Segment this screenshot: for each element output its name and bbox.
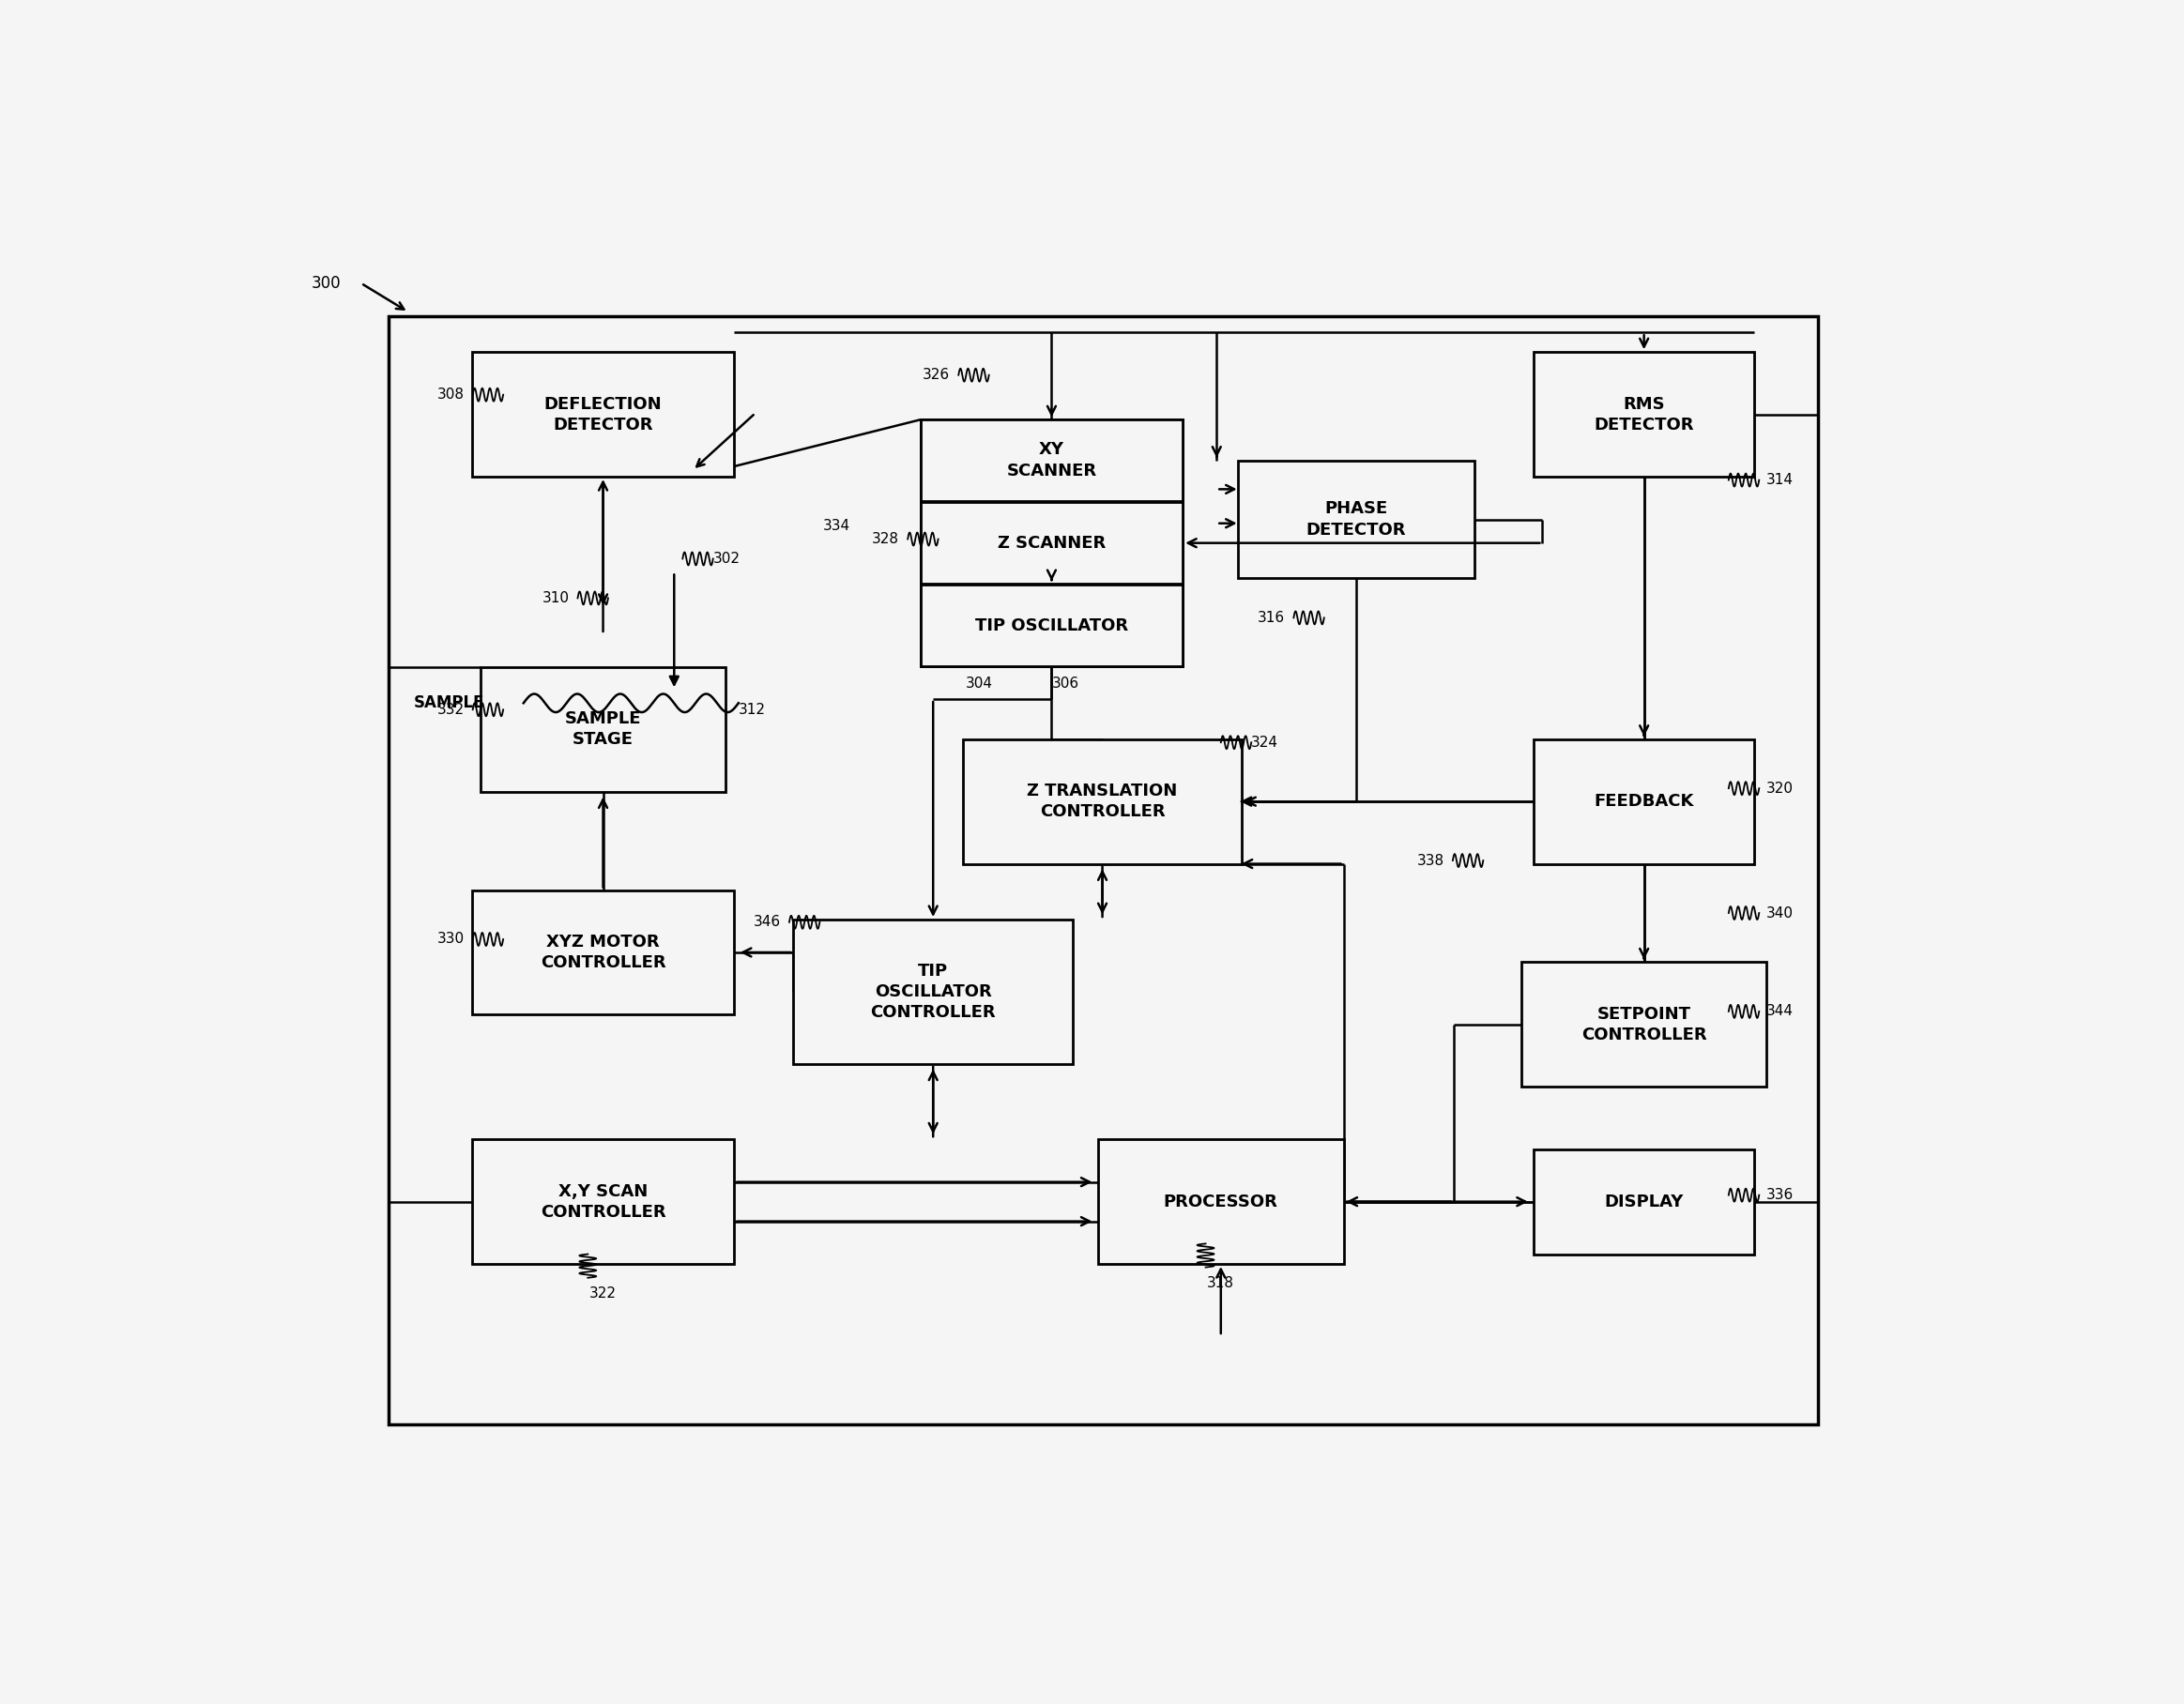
- Text: 328: 328: [871, 532, 900, 545]
- Text: 318: 318: [1208, 1276, 1234, 1290]
- FancyBboxPatch shape: [1099, 1140, 1343, 1264]
- FancyBboxPatch shape: [919, 419, 1184, 666]
- Text: 334: 334: [823, 520, 850, 533]
- Text: 300: 300: [310, 274, 341, 291]
- Text: RMS
DETECTOR: RMS DETECTOR: [1594, 395, 1695, 433]
- Text: 322: 322: [590, 1287, 616, 1300]
- Text: Z TRANSLATION
CONTROLLER: Z TRANSLATION CONTROLLER: [1026, 782, 1177, 820]
- Text: 330: 330: [437, 932, 465, 946]
- Text: 314: 314: [1767, 474, 1793, 487]
- Text: 308: 308: [437, 389, 465, 402]
- Text: SETPOINT
CONTROLLER: SETPOINT CONTROLLER: [1581, 1005, 1706, 1043]
- FancyBboxPatch shape: [1522, 963, 1767, 1087]
- Text: 320: 320: [1767, 782, 1793, 796]
- Text: 302: 302: [714, 552, 740, 566]
- FancyBboxPatch shape: [793, 920, 1072, 1063]
- Text: TIP
OSCILLATOR
CONTROLLER: TIP OSCILLATOR CONTROLLER: [871, 963, 996, 1021]
- Text: SAMPLE: SAMPLE: [413, 695, 485, 712]
- FancyBboxPatch shape: [472, 1140, 734, 1264]
- Text: 304: 304: [965, 676, 992, 690]
- Text: 336: 336: [1767, 1188, 1793, 1201]
- Text: XYZ MOTOR
CONTROLLER: XYZ MOTOR CONTROLLER: [539, 934, 666, 971]
- FancyBboxPatch shape: [1533, 1148, 1754, 1254]
- Text: 324: 324: [1251, 736, 1278, 750]
- Text: PHASE
DETECTOR: PHASE DETECTOR: [1306, 501, 1406, 538]
- Text: 346: 346: [753, 915, 782, 929]
- FancyBboxPatch shape: [919, 503, 1184, 584]
- FancyBboxPatch shape: [963, 740, 1243, 864]
- Text: 326: 326: [922, 368, 950, 382]
- FancyBboxPatch shape: [919, 419, 1184, 501]
- Text: 306: 306: [1053, 676, 1079, 690]
- Text: 340: 340: [1767, 907, 1793, 920]
- Text: DISPLAY: DISPLAY: [1605, 1193, 1684, 1210]
- Text: PROCESSOR: PROCESSOR: [1164, 1193, 1278, 1210]
- Text: X,Y SCAN
CONTROLLER: X,Y SCAN CONTROLLER: [539, 1183, 666, 1220]
- FancyBboxPatch shape: [1238, 460, 1474, 578]
- Text: 316: 316: [1258, 610, 1284, 625]
- FancyBboxPatch shape: [480, 666, 725, 792]
- Text: 332: 332: [437, 702, 465, 717]
- Text: FEEDBACK: FEEDBACK: [1594, 792, 1695, 809]
- Text: 310: 310: [542, 591, 570, 605]
- Text: Z SCANNER: Z SCANNER: [998, 535, 1105, 552]
- Text: TIP OSCILLATOR: TIP OSCILLATOR: [974, 617, 1129, 634]
- Text: DEFLECTION
DETECTOR: DEFLECTION DETECTOR: [544, 395, 662, 433]
- FancyBboxPatch shape: [1533, 740, 1754, 864]
- FancyBboxPatch shape: [919, 584, 1184, 666]
- FancyBboxPatch shape: [1533, 353, 1754, 477]
- FancyBboxPatch shape: [472, 889, 734, 1014]
- Text: XY
SCANNER: XY SCANNER: [1007, 441, 1096, 479]
- FancyBboxPatch shape: [472, 353, 734, 477]
- Text: 344: 344: [1767, 1004, 1793, 1019]
- Text: SAMPLE
STAGE: SAMPLE STAGE: [566, 711, 642, 748]
- Text: 312: 312: [738, 702, 767, 717]
- Text: 338: 338: [1417, 854, 1444, 867]
